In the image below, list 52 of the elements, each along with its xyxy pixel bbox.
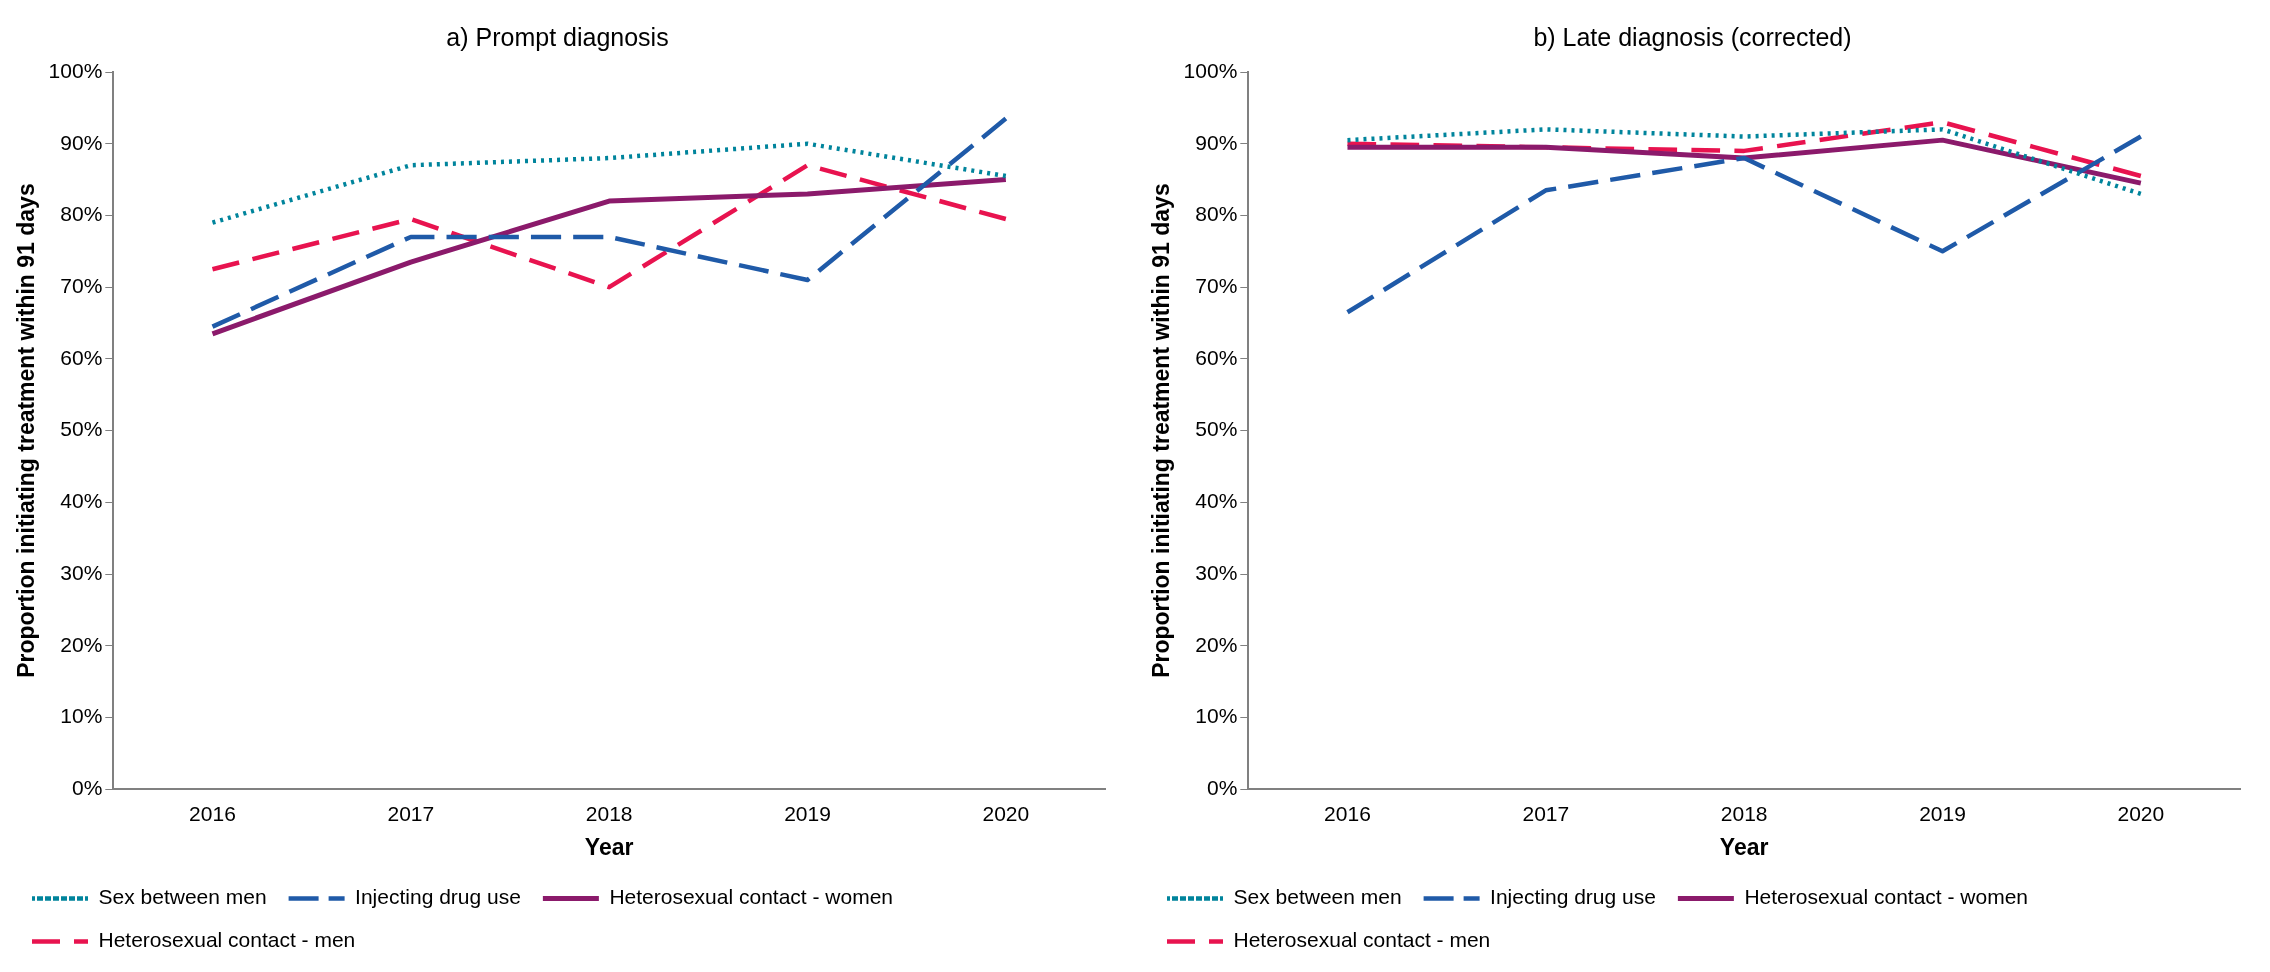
line-series: [1345, 134, 2144, 315]
y-tick-label: 80%: [1195, 202, 1238, 226]
y-tick-label: 70%: [60, 273, 103, 297]
x-tick-label: 2018: [1720, 801, 1768, 825]
legend-label: Heterosexual contact - men: [1233, 928, 1491, 952]
legend-label: Injecting drug use: [1490, 885, 1656, 909]
y-tick-label: 70%: [1195, 273, 1238, 297]
y-tick-label: 50%: [60, 417, 103, 441]
y-tick-label: 90%: [1195, 130, 1238, 154]
y-tick-label: 40%: [60, 489, 103, 513]
y-axis-title: Proportion initiating treatment within 91 days: [1148, 183, 1175, 678]
y-tick-label: 30%: [1195, 560, 1238, 584]
legend-label: Sex between men: [1233, 885, 1402, 909]
line-series: [1345, 127, 2144, 197]
x-tick-label: 2016: [189, 801, 236, 825]
y-tick-label: 10%: [60, 704, 103, 728]
legend-label: Heterosexual contact - women: [609, 885, 894, 909]
x-tick-label: 2020: [2117, 801, 2165, 825]
y-tick-label: 80%: [60, 202, 103, 226]
y-tick-label: 60%: [1195, 345, 1238, 369]
legend-label: Injecting drug use: [355, 885, 521, 909]
line-series: [210, 116, 1009, 329]
legend-label: Heterosexual contact - men: [98, 928, 356, 952]
y-tick-label: 100%: [48, 58, 103, 82]
x-tick-label: 2016: [1324, 801, 1371, 825]
legend-label: Sex between men: [98, 885, 267, 909]
y-tick-label: 20%: [60, 632, 103, 656]
y-tick-label: 0%: [71, 776, 103, 799]
x-axis-title: Year: [584, 833, 634, 860]
x-tick-label: 2017: [387, 801, 435, 825]
y-axis-title: Proportion initiating treatment within 91 days: [13, 183, 40, 678]
x-axis-title: Year: [1719, 833, 1769, 860]
x-tick-label: 2019: [784, 801, 831, 825]
chart-title: a) Prompt diagnosis: [446, 22, 669, 51]
y-tick-label: 30%: [60, 560, 103, 584]
legend-label: Heterosexual contact - women: [1744, 885, 2029, 909]
x-tick-label: 2017: [1522, 801, 1570, 825]
y-tick-label: 90%: [60, 130, 103, 154]
line-series: [210, 162, 1009, 290]
y-tick-label: 0%: [1206, 776, 1238, 799]
y-tick-label: 50%: [1195, 417, 1238, 441]
x-tick-label: 2018: [585, 801, 633, 825]
chart-title: b) Late diagnosis (corrected): [1533, 22, 1852, 51]
x-tick-label: 2019: [1919, 801, 1966, 825]
y-tick-label: 40%: [1195, 489, 1238, 513]
y-tick-label: 20%: [1195, 632, 1238, 656]
y-tick-label: 100%: [1183, 58, 1238, 82]
line-series: [1345, 119, 2144, 179]
x-tick-label: 2020: [982, 801, 1030, 825]
line-series: [210, 141, 1009, 225]
y-tick-label: 60%: [60, 345, 103, 369]
y-tick-label: 10%: [1195, 704, 1238, 728]
